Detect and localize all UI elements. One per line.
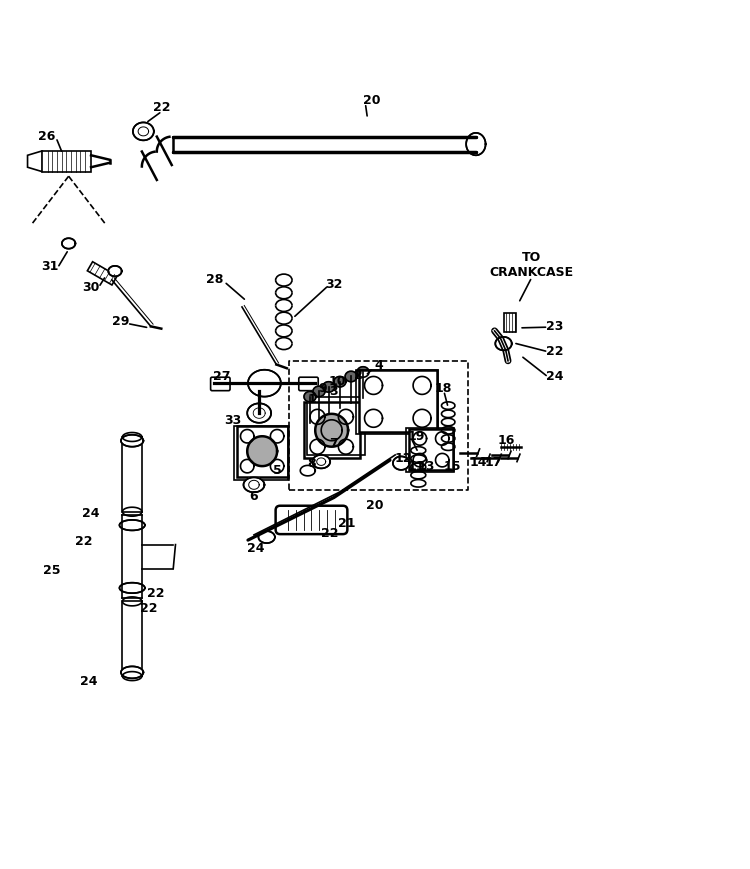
Polygon shape xyxy=(259,532,274,543)
Text: 32: 32 xyxy=(326,277,343,290)
Polygon shape xyxy=(322,382,334,393)
Polygon shape xyxy=(121,435,143,448)
FancyBboxPatch shape xyxy=(275,506,347,534)
Text: 22: 22 xyxy=(140,601,158,614)
Text: 20: 20 xyxy=(362,94,380,107)
Text: 2: 2 xyxy=(354,368,363,381)
Polygon shape xyxy=(248,404,272,423)
Text: 23: 23 xyxy=(546,320,563,333)
Text: 13: 13 xyxy=(417,460,434,473)
Bar xyxy=(43,151,91,173)
Polygon shape xyxy=(121,667,143,679)
Text: 22: 22 xyxy=(75,534,92,547)
Text: 22: 22 xyxy=(545,344,563,357)
Polygon shape xyxy=(119,583,145,594)
Text: 6: 6 xyxy=(249,489,257,502)
Polygon shape xyxy=(304,392,316,402)
Text: 17: 17 xyxy=(484,455,502,468)
Polygon shape xyxy=(244,478,265,493)
Bar xyxy=(304,402,360,458)
FancyBboxPatch shape xyxy=(211,378,230,391)
Text: 24: 24 xyxy=(545,370,563,382)
Text: 24: 24 xyxy=(82,507,100,520)
Text: 9: 9 xyxy=(319,381,327,395)
Text: 15: 15 xyxy=(443,460,460,473)
Text: 24: 24 xyxy=(247,541,264,554)
Text: 22: 22 xyxy=(322,527,339,540)
Polygon shape xyxy=(62,239,75,249)
Text: 19: 19 xyxy=(407,429,424,442)
Polygon shape xyxy=(87,262,117,286)
Polygon shape xyxy=(312,455,330,469)
Polygon shape xyxy=(495,337,512,351)
Text: 27: 27 xyxy=(213,370,230,382)
Text: 26: 26 xyxy=(38,129,55,143)
Polygon shape xyxy=(133,123,154,141)
Text: TO
CRANKCASE: TO CRANKCASE xyxy=(490,250,574,278)
Text: 20: 20 xyxy=(366,499,384,512)
Polygon shape xyxy=(345,372,357,382)
Polygon shape xyxy=(334,377,346,388)
Text: 31: 31 xyxy=(41,260,58,273)
Text: 25: 25 xyxy=(44,564,61,577)
Bar xyxy=(307,397,365,455)
Text: 10: 10 xyxy=(329,375,346,388)
Bar xyxy=(234,427,287,480)
Bar xyxy=(356,370,438,434)
Text: 28: 28 xyxy=(206,273,223,286)
Bar xyxy=(504,314,516,333)
FancyBboxPatch shape xyxy=(298,378,318,391)
Polygon shape xyxy=(315,415,348,448)
Polygon shape xyxy=(357,368,369,378)
Text: 33: 33 xyxy=(224,413,242,426)
Text: 18: 18 xyxy=(435,381,452,395)
Polygon shape xyxy=(108,267,122,277)
Text: 7: 7 xyxy=(329,437,338,450)
Text: 11: 11 xyxy=(407,460,424,473)
Text: 4: 4 xyxy=(374,359,383,372)
Bar xyxy=(358,371,437,432)
Polygon shape xyxy=(248,370,280,397)
Text: 14: 14 xyxy=(470,455,487,468)
Text: 22: 22 xyxy=(147,587,165,600)
Polygon shape xyxy=(466,134,485,156)
Text: 5: 5 xyxy=(274,463,282,476)
Text: 1: 1 xyxy=(308,392,316,405)
Text: 21: 21 xyxy=(338,516,356,529)
Polygon shape xyxy=(119,521,145,531)
Bar xyxy=(237,427,287,477)
Text: 3: 3 xyxy=(328,385,338,398)
Polygon shape xyxy=(28,151,43,173)
Text: 12: 12 xyxy=(394,452,412,465)
Bar xyxy=(122,437,142,512)
Text: 16: 16 xyxy=(497,434,514,447)
Text: 22: 22 xyxy=(153,101,171,114)
Text: 29: 29 xyxy=(112,315,130,328)
Text: 30: 30 xyxy=(82,280,100,293)
Polygon shape xyxy=(248,437,277,467)
Text: 8: 8 xyxy=(308,456,316,469)
Polygon shape xyxy=(313,387,325,397)
Text: 24: 24 xyxy=(80,674,98,687)
Bar xyxy=(406,428,454,473)
Bar xyxy=(122,601,142,676)
Bar xyxy=(409,429,454,470)
Polygon shape xyxy=(393,457,410,470)
